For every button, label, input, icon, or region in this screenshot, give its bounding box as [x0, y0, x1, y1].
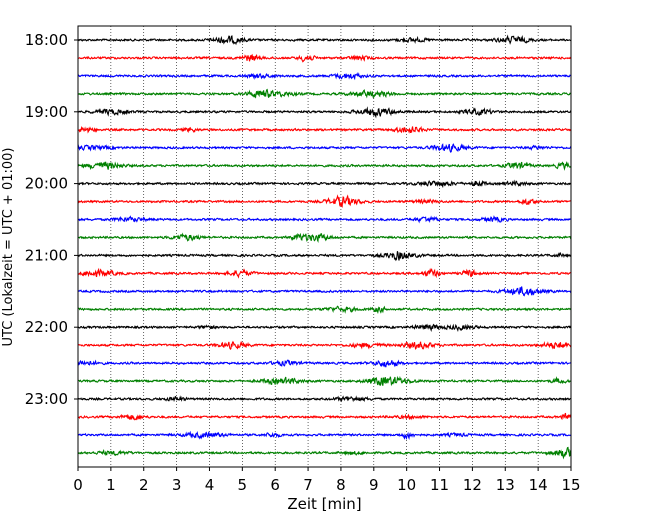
trace-row [77, 161, 572, 171]
trace-row [77, 179, 572, 189]
y-tick-label: 19:00 [25, 103, 68, 121]
y-tick-label: 23:00 [25, 390, 68, 408]
trace-row [77, 143, 572, 153]
x-tick-label: 4 [205, 476, 215, 494]
trace-row [77, 72, 572, 81]
trace-row [77, 125, 572, 134]
trace-row [78, 375, 572, 387]
trace-rows [77, 34, 572, 460]
x-tick-label: 15 [561, 476, 580, 494]
trace-row [77, 267, 572, 279]
y-axis: 18:00 19:00 20:00 21:00 22:00 23:00 [25, 31, 78, 408]
x-tick-label: 13 [496, 476, 515, 494]
y-tick-label: 20:00 [25, 175, 68, 193]
y-tick-label: 18:00 [25, 31, 68, 49]
trace-row [77, 215, 572, 224]
x-tick-label: 6 [270, 476, 280, 494]
plot-frame [77, 25, 572, 468]
trace-row [77, 412, 572, 421]
trace-row [77, 395, 572, 403]
trace-row [77, 446, 572, 460]
x-tick-label: 7 [303, 476, 313, 494]
x-tick-label: 14 [529, 476, 548, 494]
x-axis-label: Zeit [min] [287, 495, 361, 513]
x-axis: 0 1 2 3 4 5 6 7 8 9 10 11 12 13 14 15 [73, 467, 581, 494]
trace-row [77, 286, 572, 297]
trace-row [77, 88, 572, 99]
x-tick-label: 8 [336, 476, 346, 494]
trace-row [77, 34, 572, 46]
y-tick-label: 22:00 [25, 318, 68, 336]
x-tick-label: 0 [73, 476, 83, 494]
trace-row [77, 305, 572, 315]
trace-row [77, 106, 572, 119]
x-tick-label: 11 [430, 476, 449, 494]
x-tick-label: 5 [238, 476, 248, 494]
x-tick-label: 2 [139, 476, 149, 494]
x-tick-label: 10 [397, 476, 416, 494]
x-tick-label: 3 [172, 476, 182, 494]
trace-row [77, 194, 572, 208]
trace-row [77, 430, 572, 440]
trace-row [77, 340, 572, 350]
trace-row [77, 251, 572, 262]
trace-row [77, 53, 572, 63]
trace-row [77, 323, 572, 333]
y-axis-label: UTC (Lokalzeit = UTC + 01:00) [1, 148, 16, 347]
x-tick-label: 1 [106, 476, 116, 494]
x-tick-label: 12 [463, 476, 482, 494]
x-tick-label: 9 [369, 476, 379, 494]
trace-row [77, 232, 572, 243]
y-tick-label: 21:00 [25, 246, 68, 264]
trace-row [77, 359, 572, 368]
